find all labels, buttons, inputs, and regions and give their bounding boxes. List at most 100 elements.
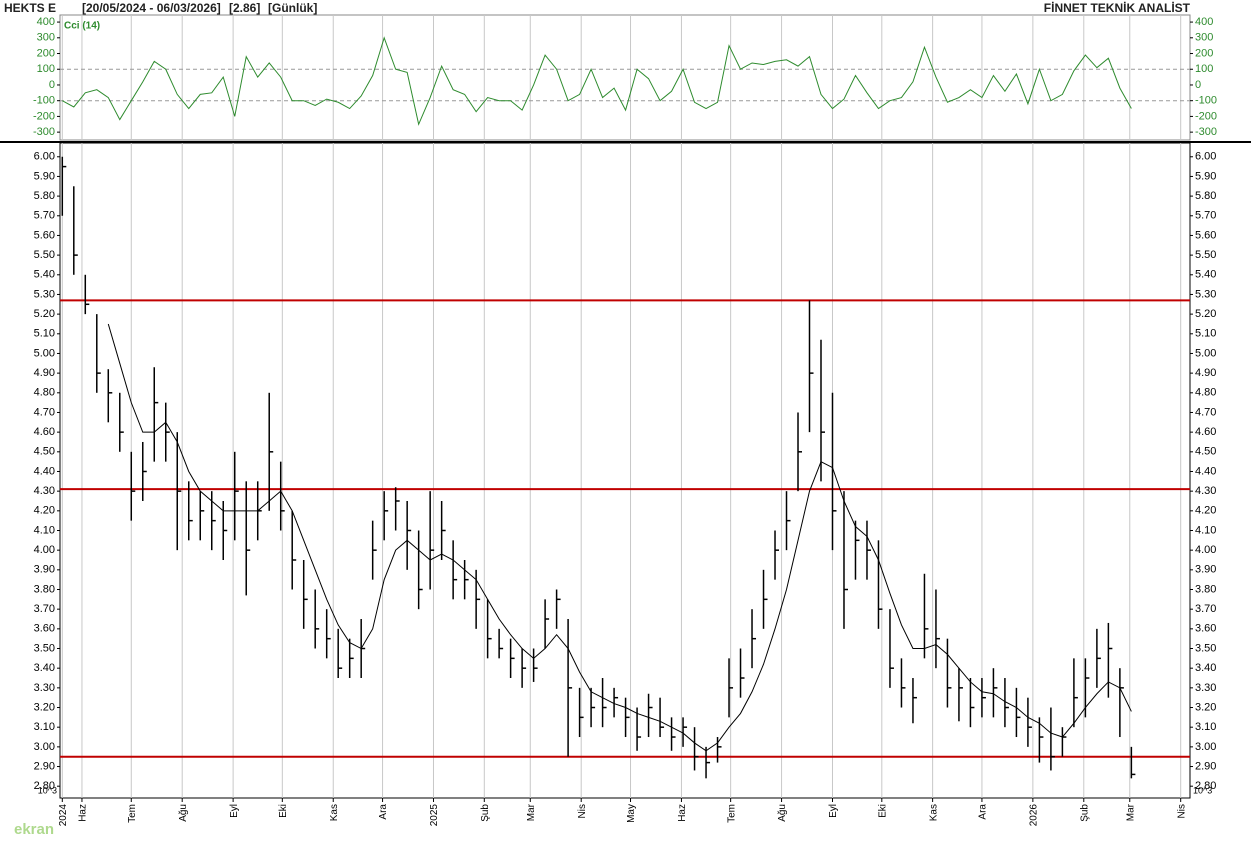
y-tick-label: 3.60	[34, 623, 55, 635]
y-tick-label: 4.60	[1195, 426, 1216, 438]
y-tick-label: 0	[49, 79, 55, 91]
y-tick-label: 4.90	[1195, 367, 1216, 379]
cci-frame	[59, 14, 1191, 141]
y-tick-label: 5.90	[34, 170, 55, 182]
watermark: ekran	[14, 821, 54, 838]
y-tick-label: 5.90	[1195, 170, 1216, 182]
y-tick-label: 5.00	[34, 347, 55, 359]
y-tick-label: 3.00	[34, 741, 55, 753]
moving-average	[107, 323, 1132, 752]
x-tick-label: Eki	[278, 804, 289, 818]
x-tick-label: Ağu	[178, 804, 189, 822]
x-tick-label: Kas	[329, 804, 340, 821]
y-tick-label: 4.30	[1195, 485, 1216, 497]
y-tick-label: 4.20	[34, 505, 55, 517]
y-tick-label: 4.10	[34, 524, 55, 536]
y-tick-label: 3.50	[1195, 642, 1216, 654]
x-tick-label: Eyl	[828, 804, 839, 818]
y-tick-label: 5.30	[34, 288, 55, 300]
period: [Günlük]	[268, 1, 317, 15]
y-tick-label: 2.80	[1195, 780, 1216, 792]
x-tick-label: Eyl	[229, 804, 240, 818]
x-tick-label: Kas	[928, 804, 939, 821]
x-tick-label: 2026	[1028, 804, 1039, 827]
y-tick-label: 4.00	[34, 544, 55, 556]
y-tick-label: -100	[1195, 95, 1217, 107]
y-tick-label: 4.00	[1195, 544, 1216, 556]
y-tick-label: 3.10	[34, 721, 55, 733]
y-tick-label: -200	[1195, 110, 1217, 122]
y-tick-label: -200	[33, 110, 55, 122]
y-tick-label: 5.10	[34, 328, 55, 340]
unit-label: 10^3	[38, 785, 57, 795]
y-tick-label: 3.90	[1195, 564, 1216, 576]
legend-label: Cci (14)	[64, 21, 100, 32]
y-tick-label: 6.00	[34, 151, 55, 163]
y-tick-label: 4.50	[34, 446, 55, 458]
y-tick-label: 5.70	[34, 210, 55, 222]
y-tick-label: 5.50	[34, 249, 55, 261]
y-tick-label: 4.40	[34, 465, 55, 477]
y-tick-label: 200	[1195, 47, 1213, 59]
x-tick-label: Mar	[1125, 803, 1136, 821]
y-tick-label: 4.80	[34, 387, 55, 399]
y-tick-label: 3.00	[1195, 741, 1216, 753]
provider: FİNNET TEKNİK ANALİST	[1044, 0, 1191, 15]
y-tick-label: 4.60	[34, 426, 55, 438]
x-tick-label: Şub	[480, 804, 491, 822]
y-tick-label: 3.40	[1195, 662, 1216, 674]
y-tick-label: 5.20	[1195, 308, 1216, 320]
x-tick-label: May	[626, 804, 637, 823]
x-tick-label: Ağu	[777, 804, 788, 822]
y-tick-label: 3.80	[1195, 583, 1216, 595]
x-tick-label: Haz	[78, 804, 89, 822]
y-tick-label: 4.90	[34, 367, 55, 379]
x-tick-label: Eki	[877, 804, 888, 818]
y-tick-label: 4.70	[34, 406, 55, 418]
x-tick-label: Haz	[677, 804, 688, 822]
y-tick-label: 5.80	[1195, 190, 1216, 202]
y-tick-label: 400	[1195, 16, 1213, 28]
y-tick-label: 3.60	[1195, 623, 1216, 635]
y-tick-label: 4.20	[1195, 505, 1216, 517]
y-tick-label: 5.60	[1195, 229, 1216, 241]
y-tick-label: 4.30	[34, 485, 55, 497]
y-tick-label: 5.20	[34, 308, 55, 320]
y-tick-label: 3.50	[34, 642, 55, 654]
x-tick-label: Nis	[577, 804, 588, 818]
y-tick-label: 4.10	[1195, 524, 1216, 536]
y-tick-label: 2.80	[34, 780, 55, 792]
x-tick-label: Tem	[127, 804, 138, 823]
y-tick-label: 100	[1195, 63, 1213, 75]
date-range: [20/05/2024 - 06/03/2026]	[82, 1, 221, 15]
x-tick-label: Ara	[378, 804, 389, 820]
y-tick-label: 2.90	[1195, 760, 1216, 772]
y-tick-label: 2.90	[34, 760, 55, 772]
y-tick-label: 3.40	[34, 662, 55, 674]
y-tick-label: 3.30	[1195, 682, 1216, 694]
price-frame	[59, 142, 1191, 799]
y-tick-label: -300	[1195, 126, 1217, 138]
y-tick-label: 300	[1195, 32, 1213, 44]
last-price: [2.86]	[229, 1, 260, 15]
y-tick-label: 6.00	[1195, 151, 1216, 163]
y-tick-label: 3.20	[34, 701, 55, 713]
y-tick-label: 3.70	[34, 603, 55, 615]
y-tick-label: -300	[33, 126, 55, 138]
y-tick-label: 3.30	[34, 682, 55, 694]
y-tick-label: 5.10	[1195, 328, 1216, 340]
y-tick-label: 0	[1195, 79, 1201, 91]
y-tick-label: 4.50	[1195, 446, 1216, 458]
x-tick-label: Tem	[726, 804, 737, 823]
x-tick-label: 2025	[429, 804, 440, 827]
x-tick-label: 2024	[58, 804, 69, 827]
y-tick-label: 5.50	[1195, 249, 1216, 261]
y-tick-label: 3.90	[34, 564, 55, 576]
y-tick-label: 3.70	[1195, 603, 1216, 615]
y-tick-label: 5.30	[1195, 288, 1216, 300]
y-tick-label: 4.70	[1195, 406, 1216, 418]
y-tick-label: 5.40	[34, 269, 55, 281]
y-tick-label: 5.40	[1195, 269, 1216, 281]
x-tick-label: Şub	[1079, 804, 1090, 822]
y-tick-label: 5.60	[34, 229, 55, 241]
